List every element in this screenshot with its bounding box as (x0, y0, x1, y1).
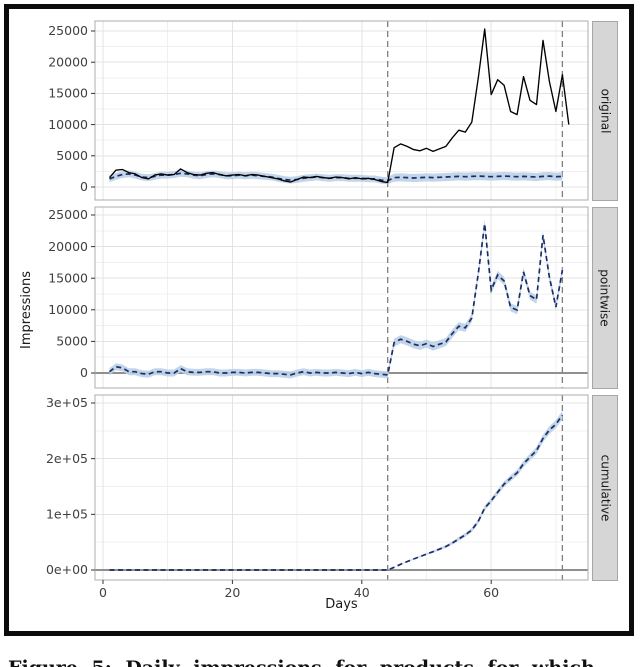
y-tick-label: 20000 (48, 239, 88, 254)
x-axis-title: Days (325, 597, 358, 612)
facet-strip-pointwise: pointwise (592, 207, 618, 389)
facet-label-cumulative: cumulative (598, 454, 612, 522)
x-tick-label: 40 (354, 585, 370, 600)
x-tick-label: 20 (224, 585, 240, 600)
y-tick-label: 0e+00 (46, 562, 88, 577)
y-tick-label: 0 (80, 179, 88, 194)
y-tick-label: 3e+05 (46, 395, 88, 410)
y-tick-label: 15000 (48, 270, 88, 285)
facet-label-pointwise: pointwise (598, 269, 613, 327)
y-tick-label: 5000 (56, 334, 88, 349)
x-tick-label: 0 (99, 585, 107, 600)
y-tick-label: 25000 (48, 23, 88, 38)
y-tick-label: 10000 (48, 117, 88, 132)
y-tick-label: 2e+05 (46, 451, 88, 466)
facet-strip-cumulative: cumulative (592, 395, 618, 581)
y-tick-label: 5000 (56, 148, 88, 163)
y-tick-label: 1e+05 (46, 507, 88, 522)
y-tick-label: 25000 (48, 207, 88, 222)
y-tick-label: 10000 (48, 302, 88, 317)
facet-label-original: original (598, 88, 613, 134)
y-tick-label: 20000 (48, 54, 88, 69)
facet-strip-original: original (592, 21, 618, 201)
y-tick-label: 15000 (48, 86, 88, 101)
y-tick-label: 0 (80, 365, 88, 380)
x-tick-label: 60 (483, 585, 499, 600)
figure-caption: Figure 5: Daily impressions for products… (8, 657, 636, 667)
y-axis-title: Impressions (19, 271, 34, 349)
